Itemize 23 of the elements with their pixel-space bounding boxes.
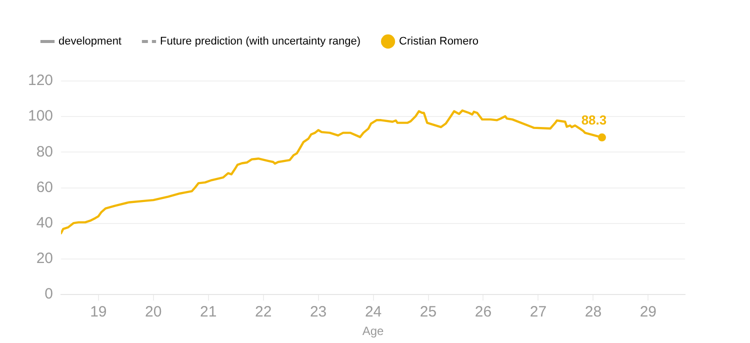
legend-label: Cristian Romero	[399, 36, 478, 48]
x-tick-label: 28	[584, 304, 602, 321]
x-tick-label: 29	[640, 304, 657, 321]
x-tick-label: 23	[310, 304, 327, 321]
data-label: 88.3	[581, 112, 607, 128]
x-tick-label: 26	[474, 304, 492, 321]
y-tick-label: 60	[36, 178, 54, 196]
x-tick-label: 24	[364, 304, 382, 321]
x-tick-label: 20	[145, 304, 162, 321]
x-tick-label: 19	[90, 304, 107, 321]
x-axis-title: Age	[362, 324, 384, 338]
y-tick-label: 120	[28, 72, 54, 90]
x-tick-label: 21	[200, 304, 217, 321]
y-tick-label: 80	[36, 143, 54, 160]
y-tick-label: 40	[36, 214, 54, 232]
x-tick-label: 25	[420, 304, 437, 321]
x-tick-label: 27	[530, 304, 547, 321]
y-tick-label: 100	[28, 108, 54, 125]
y-tick-label: 0	[44, 286, 54, 303]
y-tick-label: 20	[36, 250, 54, 268]
legend-label: development	[58, 36, 122, 48]
legend-label: Future prediction (with uncertainty range)	[160, 36, 361, 48]
x-tick-label: 22	[254, 304, 272, 321]
